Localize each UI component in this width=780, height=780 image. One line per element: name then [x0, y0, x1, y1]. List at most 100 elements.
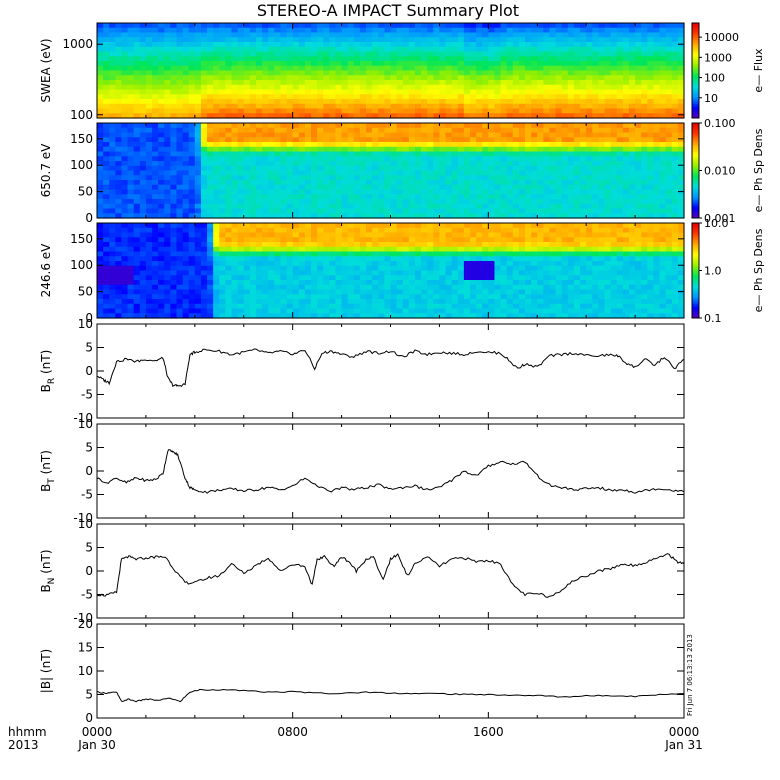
heatmap-cell	[353, 27, 361, 34]
heatmap-cell	[231, 223, 239, 229]
heatmap-cell	[469, 165, 477, 172]
heatmap-cell	[549, 65, 557, 72]
heatmap-cell	[598, 137, 606, 143]
heatmap-cell	[280, 113, 288, 119]
heatmap-cell	[378, 308, 385, 314]
heatmap-cell	[145, 170, 153, 176]
heatmap-cell	[262, 61, 269, 67]
heatmap-cell	[237, 27, 245, 34]
heatmap-cell	[213, 289, 220, 295]
heatmap-cell	[286, 237, 294, 243]
heatmap-cell	[200, 165, 208, 172]
heatmap-cell	[97, 223, 104, 229]
heatmap-cell	[592, 84, 599, 91]
heatmap-cell	[647, 146, 655, 153]
heatmap-cell	[311, 51, 318, 57]
heatmap-cell	[103, 127, 110, 134]
heatmap-cell	[103, 242, 110, 248]
heatmap-cell	[427, 89, 434, 95]
heatmap-cell	[647, 46, 655, 53]
heatmap-cell	[488, 51, 496, 57]
heatmap-cell	[353, 61, 361, 67]
heatmap-cell	[335, 270, 343, 276]
heatmap-cell	[304, 32, 312, 38]
heatmap-cell	[133, 184, 141, 191]
heatmap-cell	[366, 308, 373, 314]
heatmap-cell	[641, 61, 648, 67]
heatmap-cell	[482, 113, 489, 119]
heatmap-cell	[243, 165, 251, 172]
heatmap-cell	[335, 46, 343, 53]
heatmap-cell	[145, 280, 153, 286]
heatmap-cell	[341, 184, 349, 191]
heatmap-cell	[139, 151, 147, 157]
heatmap-cell	[145, 208, 153, 214]
heatmap-cell	[390, 251, 398, 257]
heatmap-cell	[335, 61, 343, 67]
heatmap-cell	[280, 199, 288, 205]
heatmap-cell	[329, 223, 337, 229]
heatmap-cell	[109, 65, 116, 72]
heatmap-cell	[384, 213, 392, 219]
heatmap-cell	[463, 142, 471, 148]
heatmap-cell	[390, 80, 398, 86]
heatmap-cell	[158, 194, 165, 200]
heatmap-cell	[286, 270, 294, 276]
heatmap-cell	[341, 256, 349, 262]
heatmap-cell	[408, 208, 416, 214]
heatmap-cell	[194, 51, 202, 57]
heatmap-cell	[139, 237, 147, 243]
heatmap-cell	[353, 303, 361, 310]
heatmap-cell	[635, 27, 642, 34]
heatmap-cell	[549, 123, 557, 129]
heatmap-cell	[567, 61, 575, 67]
heatmap-cell	[170, 213, 178, 219]
heatmap-cell	[414, 184, 422, 191]
heatmap-cell	[567, 113, 575, 119]
heatmap-cell	[152, 103, 159, 110]
heatmap-cell	[671, 199, 679, 205]
heatmap-cell	[176, 270, 184, 276]
heatmap-cell	[182, 51, 190, 57]
heatmap-cell	[408, 132, 416, 138]
heatmap-cell	[329, 146, 337, 153]
heatmap-cell	[311, 123, 318, 129]
heatmap-cell	[647, 156, 655, 162]
heatmap-cell	[359, 223, 367, 229]
heatmap-cell	[109, 208, 116, 214]
heatmap-cell	[341, 270, 349, 276]
heatmap-cell	[127, 199, 135, 205]
heatmap-cell	[280, 27, 288, 34]
heatmap-cell	[103, 232, 110, 238]
heatmap-cell	[531, 103, 538, 110]
heatmap-cell	[439, 84, 447, 91]
heatmap-cell	[359, 46, 367, 53]
heatmap-cell	[219, 151, 226, 157]
heatmap-cell	[457, 208, 465, 214]
heatmap-cell	[133, 170, 141, 176]
heatmap-cell	[341, 156, 349, 162]
heatmap-cell	[103, 194, 110, 200]
colorbar-cell	[692, 203, 699, 207]
heatmap-cell	[139, 84, 147, 91]
heatmap-cell	[408, 142, 416, 148]
heatmap-cell	[488, 189, 496, 195]
heatmap-cell	[292, 46, 300, 53]
heatmap-cell	[555, 184, 563, 191]
heatmap-cell	[396, 270, 404, 276]
heatmap-cell	[200, 56, 208, 62]
heatmap-cell	[488, 70, 496, 76]
heatmap-cell	[274, 56, 282, 62]
heatmap-cell	[598, 156, 606, 162]
heatmap-cell	[628, 99, 636, 105]
heatmap-cell	[188, 256, 196, 262]
heatmap-cell	[194, 161, 202, 167]
heatmap-cell	[335, 303, 343, 310]
heatmap-cell	[298, 99, 306, 105]
heatmap-cell	[671, 46, 679, 53]
heatmap-cell	[665, 146, 673, 153]
heatmap-cell	[677, 142, 685, 148]
heatmap-cell	[372, 213, 379, 219]
heatmap-cell	[647, 42, 655, 48]
